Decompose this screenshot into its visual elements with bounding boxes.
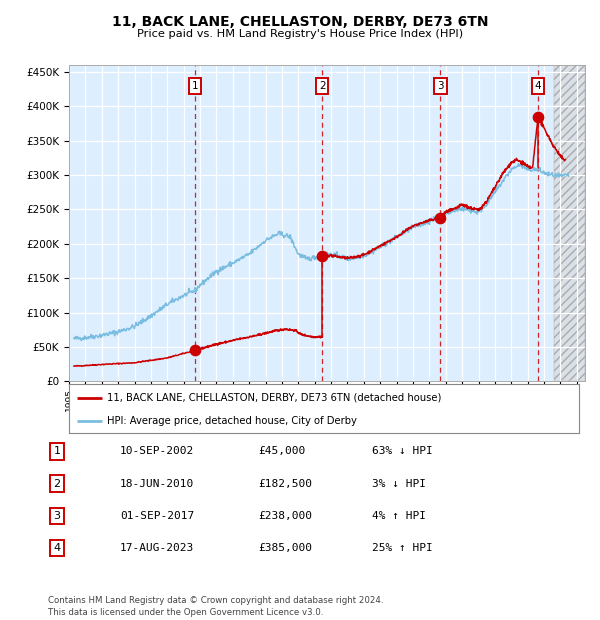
Text: 63% ↓ HPI: 63% ↓ HPI bbox=[372, 446, 433, 456]
Text: Price paid vs. HM Land Registry's House Price Index (HPI): Price paid vs. HM Land Registry's House … bbox=[137, 29, 463, 39]
Text: 4: 4 bbox=[535, 81, 541, 91]
Bar bbox=[554, 65, 585, 381]
Point bbox=[190, 345, 200, 355]
Text: 11, BACK LANE, CHELLASTON, DERBY, DE73 6TN (detached house): 11, BACK LANE, CHELLASTON, DERBY, DE73 6… bbox=[107, 393, 442, 403]
Text: £238,000: £238,000 bbox=[258, 511, 312, 521]
Text: 17-AUG-2023: 17-AUG-2023 bbox=[120, 543, 194, 553]
Text: 11, BACK LANE, CHELLASTON, DERBY, DE73 6TN: 11, BACK LANE, CHELLASTON, DERBY, DE73 6… bbox=[112, 16, 488, 30]
Point bbox=[533, 112, 543, 122]
Text: 4% ↑ HPI: 4% ↑ HPI bbox=[372, 511, 426, 521]
Text: 10-SEP-2002: 10-SEP-2002 bbox=[120, 446, 194, 456]
Text: 2: 2 bbox=[319, 81, 326, 91]
Text: Contains HM Land Registry data © Crown copyright and database right 2024.
This d: Contains HM Land Registry data © Crown c… bbox=[48, 596, 383, 617]
Text: HPI: Average price, detached house, City of Derby: HPI: Average price, detached house, City… bbox=[107, 415, 357, 426]
Point bbox=[436, 213, 445, 223]
Text: 1: 1 bbox=[191, 81, 198, 91]
Text: £182,500: £182,500 bbox=[258, 479, 312, 489]
Text: 3: 3 bbox=[53, 511, 61, 521]
Text: 4: 4 bbox=[53, 543, 61, 553]
Text: £385,000: £385,000 bbox=[258, 543, 312, 553]
Text: 2: 2 bbox=[53, 479, 61, 489]
Point bbox=[317, 251, 327, 261]
Text: 1: 1 bbox=[53, 446, 61, 456]
Text: 3% ↓ HPI: 3% ↓ HPI bbox=[372, 479, 426, 489]
Text: 3: 3 bbox=[437, 81, 443, 91]
Text: 25% ↑ HPI: 25% ↑ HPI bbox=[372, 543, 433, 553]
Text: 18-JUN-2010: 18-JUN-2010 bbox=[120, 479, 194, 489]
Text: £45,000: £45,000 bbox=[258, 446, 305, 456]
Bar bbox=[554, 65, 585, 381]
Text: 01-SEP-2017: 01-SEP-2017 bbox=[120, 511, 194, 521]
